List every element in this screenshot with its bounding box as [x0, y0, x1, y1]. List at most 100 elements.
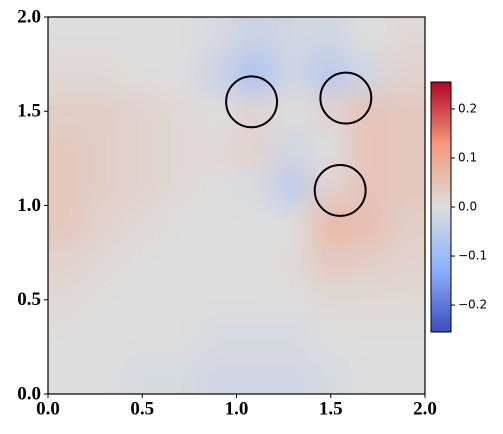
obstacle-circle	[319, 71, 373, 125]
heat-cell	[123, 243, 162, 282]
heat-cell	[236, 356, 275, 394]
heat-cell	[123, 17, 162, 56]
colorbar-tick-label: −0.2	[458, 298, 487, 312]
heat-cell	[198, 167, 237, 206]
heat-cell	[48, 318, 87, 357]
heat-cell	[387, 280, 425, 320]
heat-cell	[274, 205, 313, 244]
heat-cell	[349, 17, 388, 56]
heat-cell	[123, 130, 162, 169]
y-tick-label: 1.0	[17, 195, 41, 216]
heat-cell	[274, 54, 313, 93]
x-tick-label: 2.0	[413, 398, 437, 419]
heat-cell	[387, 130, 425, 169]
heat-cell	[48, 54, 87, 93]
heat-cell	[349, 243, 388, 282]
heat-cell	[236, 130, 275, 169]
field	[48, 17, 425, 394]
heat-cell	[198, 243, 237, 282]
y-tick-label: 0.0	[17, 383, 41, 404]
heat-cell	[198, 130, 237, 169]
heat-cell	[85, 356, 124, 394]
heat-cell	[311, 92, 351, 131]
heat-cell	[387, 356, 425, 394]
heat-cell	[123, 92, 162, 131]
heat-cell	[161, 54, 200, 93]
heat-cell	[198, 17, 237, 56]
heat-cell	[48, 205, 87, 244]
heat-cell	[123, 356, 162, 394]
heat-cell	[85, 280, 124, 320]
heat-cell	[236, 92, 275, 131]
heat-cell	[123, 205, 162, 244]
colorbar-tick-label: −0.1	[458, 249, 487, 263]
heat-cell	[311, 280, 351, 320]
x-tick-label: 0.0	[36, 398, 60, 419]
heat-cell	[85, 167, 124, 206]
heat-cell	[387, 92, 425, 131]
y-tick-label: 1.5	[17, 101, 41, 122]
heat-cell	[85, 54, 124, 93]
x-tick-label: 1.5	[319, 398, 343, 419]
heat-cell	[274, 318, 313, 357]
heat-cell	[311, 243, 351, 282]
heat-cell	[349, 318, 388, 357]
heat-cell	[161, 280, 200, 320]
heat-cell	[161, 167, 200, 206]
heat-cell	[236, 167, 275, 206]
heat-cell	[349, 205, 388, 244]
heat-cell	[198, 356, 237, 394]
y-tick-label: 0.5	[17, 289, 41, 310]
heat-cell	[274, 356, 313, 394]
heat-cell	[311, 17, 351, 56]
heat-cell	[349, 167, 388, 206]
heat-cell	[161, 356, 200, 394]
heat-cell	[123, 167, 162, 206]
heat-cell	[311, 318, 351, 357]
heat-cell	[198, 280, 237, 320]
heat-cell	[85, 318, 124, 357]
heat-cell	[85, 92, 124, 131]
obstacle-circle	[225, 75, 279, 129]
heat-cell	[387, 318, 425, 357]
heat-cell	[48, 356, 87, 394]
heat-cell	[85, 205, 124, 244]
heat-cell	[48, 92, 87, 131]
heat-cell	[387, 167, 425, 206]
heat-cell	[274, 167, 313, 206]
heat-cell	[48, 280, 87, 320]
heat-cell	[236, 318, 275, 357]
heat-cell	[236, 54, 275, 93]
heat-cell	[85, 130, 124, 169]
heat-cell	[85, 243, 124, 282]
heat-cell	[274, 280, 313, 320]
heat-cell	[48, 243, 87, 282]
heat-cell	[236, 17, 275, 56]
heat-cell	[311, 167, 351, 206]
heat-cell	[387, 17, 425, 56]
colorbar	[430, 81, 452, 333]
heat-cell	[236, 243, 275, 282]
heat-cell	[161, 243, 200, 282]
heat-cell	[48, 167, 87, 206]
heat-cell	[274, 243, 313, 282]
heat-cell	[161, 17, 200, 56]
heat-cell	[311, 205, 351, 244]
colorbar-tick-label: 0.2	[458, 101, 477, 115]
heat-cell	[349, 92, 388, 131]
heat-cell	[387, 54, 425, 93]
x-tick-label: 0.5	[130, 398, 154, 419]
heat-cell	[123, 318, 162, 357]
heat-cell	[311, 54, 351, 93]
heat-cell	[123, 54, 162, 93]
heat-cell	[198, 205, 237, 244]
heat-cell	[311, 130, 351, 169]
heat-cell	[387, 205, 425, 244]
obstacle-circle	[313, 163, 367, 217]
heat-cell	[48, 17, 87, 56]
heat-cell	[161, 318, 200, 357]
heat-cell	[387, 243, 425, 282]
heat-cell	[161, 205, 200, 244]
heat-cell	[349, 130, 388, 169]
heat-cell	[48, 130, 87, 169]
